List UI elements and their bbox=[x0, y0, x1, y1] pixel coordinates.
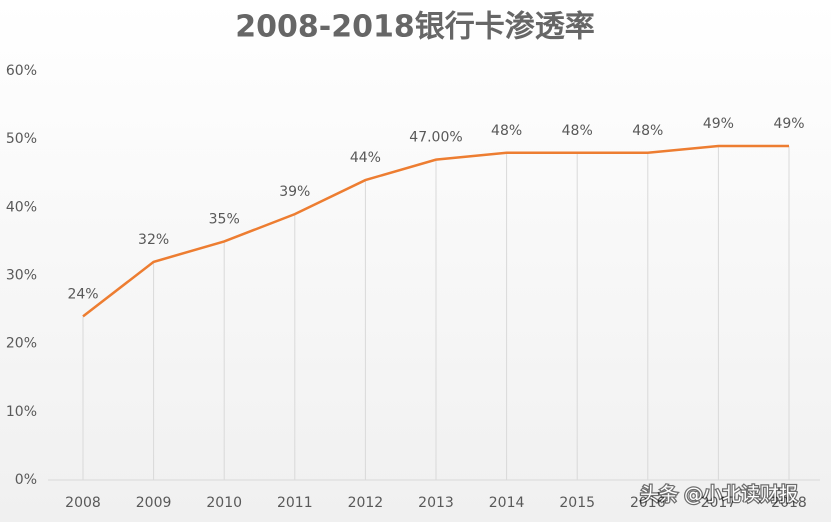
value-label: 48% bbox=[562, 123, 593, 139]
line bbox=[82, 144, 789, 318]
value-label: 44% bbox=[350, 150, 381, 166]
value-label: 24% bbox=[67, 286, 98, 302]
y-tick-label: 20% bbox=[6, 336, 37, 352]
y-tick-label: 30% bbox=[6, 268, 37, 284]
value-label: 49% bbox=[703, 116, 734, 132]
chart-title: 2008-2018银行卡渗透率 bbox=[235, 10, 594, 45]
value-label: 48% bbox=[632, 123, 663, 139]
y-tick-label: 40% bbox=[6, 199, 37, 215]
x-tick-label: 2013 bbox=[418, 495, 454, 511]
y-tick-label: 50% bbox=[6, 131, 37, 147]
value-label: 39% bbox=[279, 184, 310, 200]
x-tick-label: 2012 bbox=[348, 495, 384, 511]
x-tick-label: 2015 bbox=[559, 495, 595, 511]
x-tick-label: 2017 bbox=[701, 495, 737, 511]
x-tick-label: 2009 bbox=[136, 495, 172, 511]
value-label: 49% bbox=[773, 116, 804, 132]
x-tick-label: 2010 bbox=[206, 495, 242, 511]
y-tick-label: 0% bbox=[15, 472, 37, 488]
value-label: 35% bbox=[209, 211, 240, 227]
value-label: 47.00% bbox=[409, 130, 462, 146]
value-label: 32% bbox=[138, 232, 169, 248]
x-tick-label: 2008 bbox=[65, 495, 101, 511]
y-tick-label: 60% bbox=[6, 63, 37, 79]
y-tick-label: 10% bbox=[6, 404, 37, 420]
x-tick-label: 2014 bbox=[489, 495, 525, 511]
x-tick-label: 2016 bbox=[630, 495, 666, 511]
watermark: 头条 @小北读财报 bbox=[640, 484, 798, 506]
x-tick-label: 2018 bbox=[771, 495, 807, 511]
x-tick-label: 2011 bbox=[277, 495, 313, 511]
value-label: 48% bbox=[491, 123, 522, 139]
